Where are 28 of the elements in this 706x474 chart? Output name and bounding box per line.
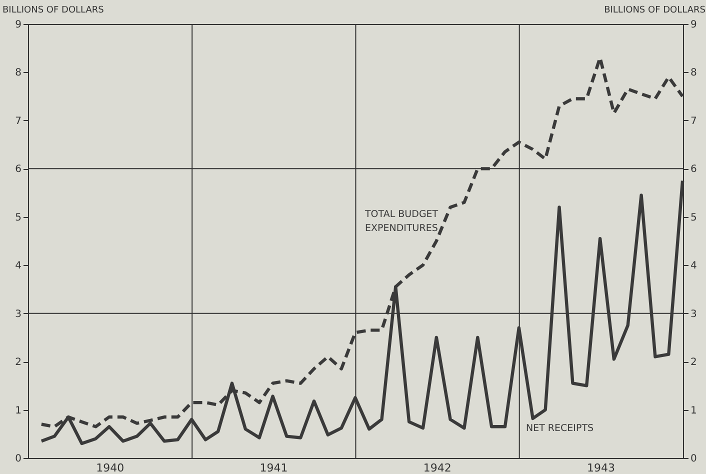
y2-tick-label: 4 [690,260,697,272]
y2-tick-label: 5 [690,212,697,224]
y-tick-label: 5 [15,212,22,224]
y-tick-label: 8 [15,68,22,79]
y-tick-label: 3 [15,308,22,320]
y2-tick-label: 2 [690,357,697,368]
y-tick-label: 2 [15,357,22,368]
y-tick-label: 7 [15,116,22,127]
y2-tick-label: 8 [690,68,697,79]
y-tick-label: 4 [15,260,22,272]
x-tick-label: 1942 [423,462,452,474]
y-tick-label: 6 [15,164,22,176]
x-tick-label: 1940 [96,462,124,474]
y-tick-label: 9 [15,20,22,30]
y2-tick-label: 7 [690,116,697,127]
y-axis-title: BILLIONS OF DOLLARS [2,6,104,16]
series-label: NET RECEIPTS [526,423,594,434]
y2-tick-label: 9 [690,20,697,30]
y-tick-label: 0 [15,454,22,464]
y2-tick-label: 0 [690,454,697,464]
y-tick-label: 1 [15,405,22,416]
x-tick-label: 1941 [260,462,288,474]
series-label: TOTAL BUDGET EXPENDITURES [364,209,438,234]
y2-tick-label: 3 [690,308,697,320]
y2-tick-label: 1 [690,405,697,416]
y2-axis-title: BILLIONS OF DOLLARS [604,6,706,16]
y2-tick-label: 6 [690,164,697,176]
x-tick-label: 1943 [587,462,616,474]
